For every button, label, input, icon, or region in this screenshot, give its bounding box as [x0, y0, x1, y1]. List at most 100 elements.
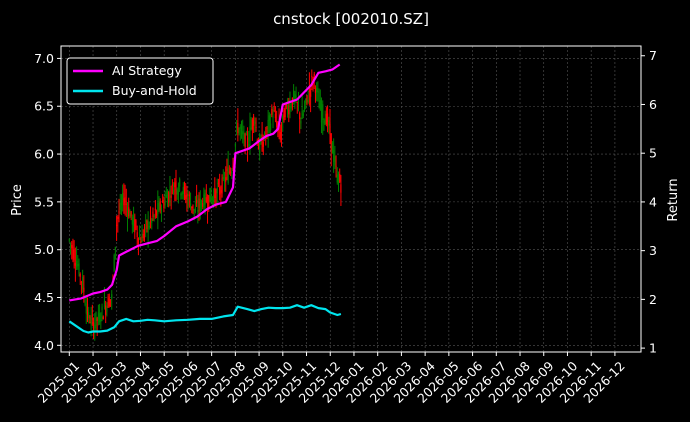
- candle-body: [200, 200, 203, 206]
- candle-body: [204, 192, 206, 205]
- candle-body: [246, 137, 249, 148]
- candle-body: [274, 113, 277, 119]
- candle-body: [238, 128, 240, 134]
- candle-body: [74, 263, 76, 266]
- candle-body: [251, 119, 254, 130]
- candle-body: [131, 217, 133, 225]
- candle-body: [194, 207, 197, 213]
- y2-tick-label: 6: [649, 97, 657, 112]
- candle-body: [272, 115, 274, 119]
- candle-body: [217, 182, 220, 185]
- candle-body: [148, 226, 150, 228]
- candle-body: [277, 122, 279, 126]
- candle-body: [130, 211, 132, 217]
- candle-body: [302, 113, 304, 116]
- candle-body: [305, 99, 307, 103]
- candle-body: [143, 227, 146, 233]
- candle-body: [324, 119, 326, 125]
- candle-body: [313, 73, 315, 79]
- candle-body: [113, 254, 115, 272]
- candle-body: [72, 246, 74, 259]
- candle-body: [158, 202, 160, 211]
- candle-body: [191, 206, 193, 209]
- candle-body: [97, 312, 100, 320]
- candle-body: [92, 322, 95, 334]
- candle-body: [262, 142, 264, 147]
- candle-body: [199, 198, 201, 211]
- candle-body: [170, 195, 172, 198]
- candle-body: [266, 127, 268, 130]
- candle-body: [165, 195, 167, 197]
- candle-body: [295, 95, 297, 102]
- candle-body: [301, 110, 303, 119]
- candle-body: [219, 186, 221, 195]
- candle-body: [212, 195, 215, 202]
- y-tick-label: 7.0: [34, 51, 54, 66]
- candle-body: [294, 94, 296, 98]
- candle-body: [153, 215, 155, 217]
- candle-body: [123, 198, 125, 206]
- candle-body: [122, 192, 124, 201]
- candle-body: [276, 121, 278, 128]
- candle-body: [279, 131, 281, 140]
- candle-body: [329, 123, 331, 135]
- candle-body: [330, 133, 332, 151]
- candle-body: [339, 173, 341, 182]
- candle-body: [306, 95, 308, 99]
- candle-body: [286, 105, 289, 111]
- candle-body: [109, 299, 112, 301]
- legend: AI Strategy Buy-and-Hold: [66, 57, 214, 105]
- candle-body: [134, 219, 136, 233]
- y2-tick-label: 1: [649, 341, 657, 356]
- candle-body: [202, 203, 204, 207]
- candle-body: [310, 89, 312, 97]
- candle-body: [228, 171, 230, 173]
- candle-body: [225, 177, 227, 182]
- candle-body: [215, 190, 217, 203]
- candle-body: [82, 276, 84, 290]
- candle-body: [86, 303, 89, 315]
- legend-label-ai-strategy: AI Strategy: [112, 63, 182, 78]
- candle-body: [176, 189, 178, 195]
- y-tick-label: 6.0: [34, 147, 54, 162]
- candle-body: [337, 178, 340, 186]
- candle-body: [271, 108, 273, 115]
- candle-body: [257, 147, 260, 150]
- candle-body: [214, 188, 216, 198]
- candle-body: [68, 239, 70, 241]
- candle-body: [105, 305, 107, 315]
- candle-body: [100, 319, 102, 322]
- candle-body: [229, 171, 232, 174]
- candle-body: [80, 281, 83, 283]
- candle-body: [244, 133, 246, 148]
- candle-body: [107, 296, 109, 308]
- y-tick-label: 6.5: [34, 99, 54, 114]
- candle-body: [96, 318, 98, 321]
- candle-body: [181, 192, 183, 196]
- candle-body: [293, 90, 295, 103]
- candle-body: [75, 260, 78, 268]
- candle-body: [171, 184, 173, 186]
- candle-body: [328, 120, 330, 126]
- candle-body: [103, 301, 106, 308]
- candle-body: [253, 116, 255, 126]
- candle-body: [177, 190, 180, 195]
- plot-frame: [60, 45, 642, 353]
- candle-body: [185, 195, 187, 200]
- candle-body: [182, 187, 184, 195]
- candle-body: [101, 306, 103, 311]
- candle-body: [237, 122, 239, 133]
- candle-body: [240, 125, 243, 129]
- candle-body: [163, 202, 165, 209]
- candle-body: [135, 220, 137, 228]
- candle-body: [325, 113, 327, 125]
- candle-body: [89, 321, 91, 323]
- y-axis-label: Price: [10, 184, 25, 216]
- candle-body: [236, 125, 238, 128]
- candle-body: [203, 194, 205, 208]
- candle-body: [183, 186, 186, 191]
- candle-body: [196, 199, 198, 204]
- series-line-0: [69, 63, 341, 302]
- candle-body: [154, 208, 156, 211]
